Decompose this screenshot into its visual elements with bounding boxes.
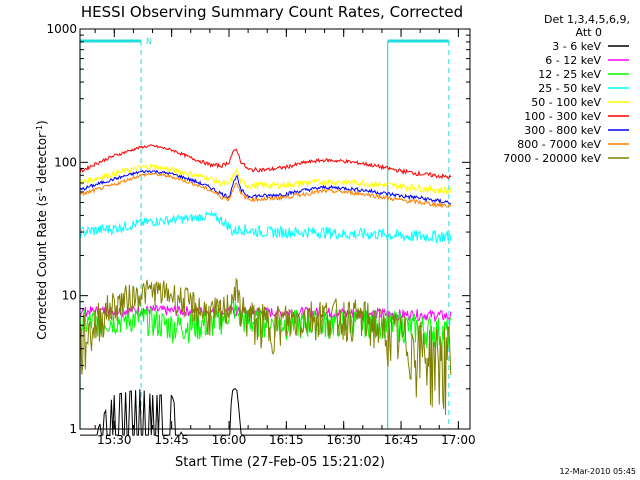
x-tick-label-0: 15:30 xyxy=(97,433,132,447)
marker-n-label: N xyxy=(146,37,152,46)
legend-label-1: 6 - 12 keV xyxy=(545,54,601,67)
legend-label-4: 50 - 100 keV xyxy=(531,96,601,109)
series-line-7 xyxy=(79,172,452,209)
legend-label-5: 100 - 300 keV xyxy=(524,110,601,123)
plot-frame xyxy=(79,28,471,430)
series-line-3 xyxy=(79,210,452,244)
x-tick-label-3: 16:15 xyxy=(269,433,304,447)
legend-label-6: 300 - 800 keV xyxy=(524,124,601,137)
legend-label-8: 7000 - 20000 keV xyxy=(503,152,601,165)
y-tick-label-0: 1 xyxy=(69,422,77,436)
legend-header-line-2: Att 0 xyxy=(576,26,602,39)
axes: 1 10 100 1000 15:30 15:45 16:00 16:15 16:30 16:45… xyxy=(46,22,475,447)
y-tick-label-2: 100 xyxy=(54,155,77,169)
series-line-4 xyxy=(79,163,452,195)
chart-title: HESSI Observing Summary Count Rates, Cor… xyxy=(81,3,463,21)
series-line-1 xyxy=(79,304,452,323)
series-line-5 xyxy=(79,144,452,180)
series-line-0 xyxy=(80,388,451,436)
legend-label-3: 25 - 50 keV xyxy=(538,82,601,95)
y-tick-label-1: 10 xyxy=(62,289,77,303)
series-line-8 xyxy=(79,277,452,415)
legend-label-7: 800 - 7000 keV xyxy=(517,138,601,151)
legend-label-2: 12 - 25 keV xyxy=(538,68,601,81)
x-tick-label-5: 16:45 xyxy=(384,433,419,447)
x-tick-label-4: 16:30 xyxy=(326,433,361,447)
x-tick-label-2: 16:00 xyxy=(212,433,247,447)
x-axis-label: Start Time (27-Feb-05 15:21:02) xyxy=(175,455,385,470)
y-axis-label: Corrected Count Rate (s-1 detector-1) xyxy=(35,120,50,339)
legend-label-0: 3 - 6 keV xyxy=(552,40,601,53)
x-tick-label-1: 15:45 xyxy=(154,433,189,447)
timestamp: 12-Mar-2010 05:45 xyxy=(560,467,637,476)
legend-header-line-1: Det 1,3,4,5,6,9, xyxy=(544,13,630,26)
y-tick-label-3: 1000 xyxy=(46,22,77,36)
series-group xyxy=(79,144,452,436)
series-line-6 xyxy=(79,169,452,205)
x-tick-label-6: 17:00 xyxy=(441,433,476,447)
